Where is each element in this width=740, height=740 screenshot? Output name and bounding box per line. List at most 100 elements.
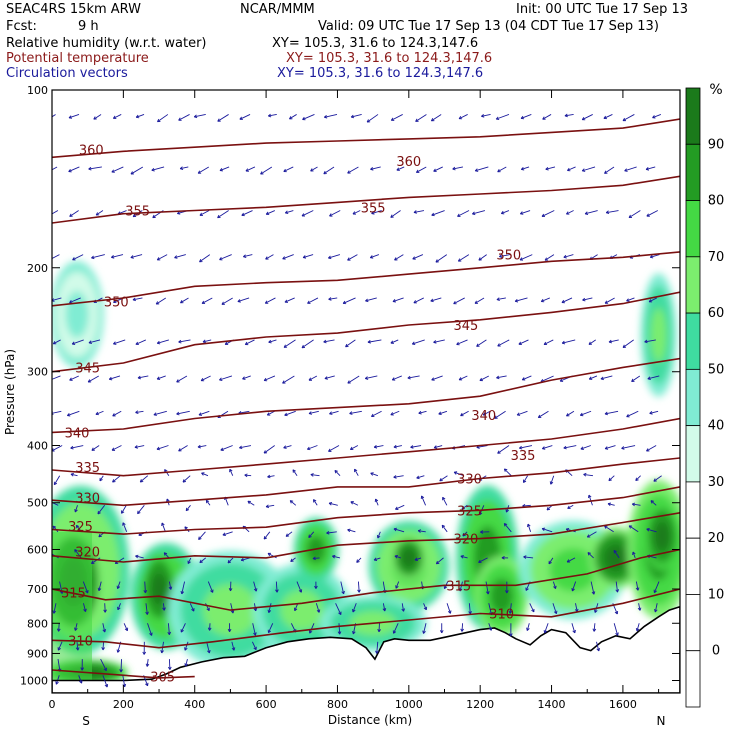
- theta-contour-345: 345 345: [52, 291, 680, 376]
- vector-141: [205, 499, 211, 506]
- vector-270: [373, 445, 384, 449]
- vector-280: [396, 166, 405, 171]
- vector-431: [580, 445, 591, 450]
- vector-267: [367, 339, 382, 344]
- vector-436: [590, 581, 596, 595]
- vector-9: [53, 475, 61, 486]
- vector-221: [308, 410, 319, 415]
- plot-frame: [51, 89, 681, 694]
- vector-383: [519, 445, 533, 450]
- vector-31: [74, 549, 82, 559]
- vector-325: [446, 603, 452, 614]
- vector-114: [179, 166, 189, 170]
- x-tick-label-1600: 1600: [609, 698, 637, 711]
- theta-label-330-0: 330: [75, 492, 100, 507]
- vector-371: [501, 556, 509, 560]
- vector-225: [308, 531, 315, 538]
- vector-282: [394, 254, 404, 261]
- vector-249: [347, 254, 358, 261]
- vector-218: [307, 297, 319, 304]
- vector-127: [189, 603, 195, 612]
- theta-label-335-0: 335: [75, 461, 100, 476]
- vector-331: [453, 297, 465, 305]
- vector-28: [70, 472, 78, 477]
- theta-line-360: [52, 118, 680, 159]
- vector-191: [267, 474, 275, 479]
- vector-345: [472, 210, 486, 216]
- theta-label-325-0: 325: [68, 520, 93, 535]
- vector-123: [185, 505, 191, 512]
- vector-239: [334, 469, 341, 477]
- vector-362: [499, 254, 510, 258]
- vector-386: [527, 523, 532, 532]
- vector-157: [229, 468, 234, 476]
- vector-151: [219, 254, 232, 261]
- vector-15: [56, 623, 61, 632]
- vector-192: [265, 504, 275, 509]
- vector-138: [198, 410, 210, 416]
- vector-448: [604, 445, 616, 450]
- vector-48: [97, 505, 106, 515]
- vector-419: [566, 557, 576, 563]
- theta-label-360-0: 360: [79, 143, 104, 158]
- vector-274: [373, 557, 381, 561]
- vector-405: [552, 603, 558, 615]
- vector-315: [430, 297, 442, 303]
- vector-292: [395, 581, 400, 589]
- vector-430: [579, 410, 592, 417]
- vector-128: [180, 623, 186, 633]
- vector-223: [310, 473, 320, 477]
- vector-367: [497, 445, 510, 454]
- vector-50: [91, 557, 101, 564]
- vector-326: [439, 623, 444, 634]
- vector-148: [217, 114, 229, 122]
- theta-line-350: [52, 251, 680, 307]
- field-name-theta: Potential temperature: [6, 51, 149, 66]
- vector-170: [244, 339, 255, 346]
- vector-472: [652, 114, 662, 119]
- vector-296: [415, 166, 427, 173]
- vector-272: [374, 498, 379, 506]
- vector-469: [635, 581, 640, 591]
- vector-84: [134, 445, 145, 449]
- vector-444: [604, 297, 615, 304]
- vector-363: [496, 297, 506, 301]
- vector-165: [239, 114, 251, 120]
- vector-92: [142, 641, 147, 655]
- theta-label-355-0: 355: [125, 205, 150, 220]
- vector-314: [435, 254, 448, 263]
- theta-contour-360: 360 360: [52, 118, 680, 170]
- theta-contour-305: 305: [52, 669, 195, 686]
- vector-216: [301, 210, 314, 217]
- colorbar-bin-3: [685, 256, 701, 314]
- vector-339: [460, 555, 468, 559]
- vector-91: [147, 623, 153, 636]
- vector-189: [266, 410, 275, 416]
- colorbar-bin-7: [685, 481, 701, 539]
- vector-260: [352, 603, 357, 613]
- vector-480: [646, 445, 657, 452]
- vector-215: [310, 166, 318, 172]
- colorbar-bin-0: [685, 87, 701, 145]
- vector-323: [435, 557, 444, 565]
- vector-177: [240, 557, 250, 562]
- rh-blob-core-5: [280, 589, 324, 631]
- theta-line-345: [52, 291, 680, 373]
- vector-211: [296, 581, 303, 593]
- vector-304: [416, 475, 425, 480]
- vector-322: [441, 524, 448, 533]
- rh-blob-core-11: [549, 548, 597, 592]
- vector-254: [349, 445, 359, 450]
- vector-396: [543, 339, 554, 346]
- vector-412: [561, 339, 576, 345]
- colorbar-bin-2: [685, 200, 701, 258]
- x-tick-label-800: 800: [327, 698, 348, 711]
- vector-145: [205, 603, 210, 611]
- vector-66: [112, 475, 121, 483]
- vector-20: [68, 166, 80, 173]
- vector-404: [552, 581, 557, 589]
- vector-259: [357, 581, 361, 593]
- vector-132: [197, 166, 210, 174]
